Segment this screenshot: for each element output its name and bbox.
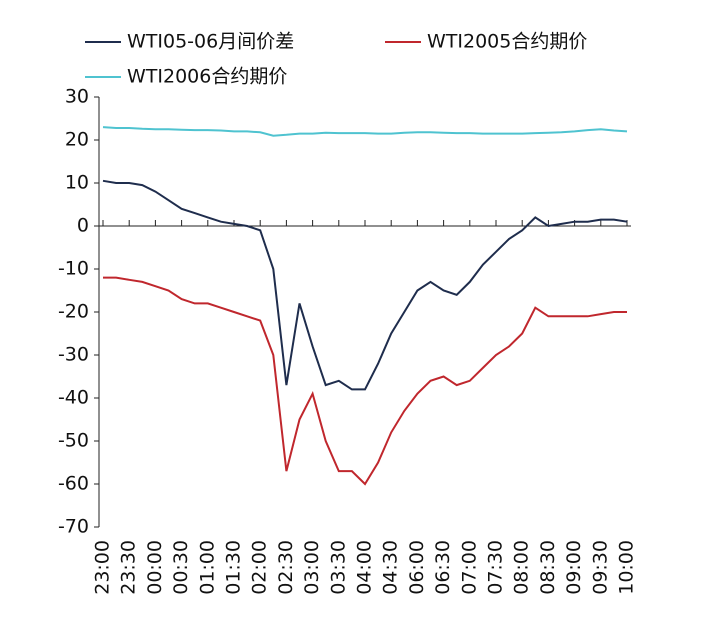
x-tick-label: 23:30: [118, 540, 140, 595]
y-tick-label: 10: [65, 172, 89, 194]
x-tick-label: 08:30: [537, 540, 559, 595]
y-tick-label: 0: [77, 215, 89, 237]
y-tick-label: -40: [58, 387, 89, 409]
y-tick-label: -30: [58, 344, 89, 366]
x-tick-label: 01:30: [223, 540, 245, 595]
series-line: [102, 179, 628, 391]
x-tick-label: 00:00: [144, 540, 166, 595]
x-tick-label: 06:00: [406, 540, 428, 595]
x-tick-label: 09:30: [589, 540, 611, 595]
x-tick-label: 01:00: [196, 540, 218, 595]
x-tick-label: 02:30: [275, 540, 297, 595]
y-tick-label: -70: [58, 516, 89, 538]
x-tick-label: 03:30: [327, 540, 349, 595]
legend-label: WTI2006合约期价: [127, 66, 287, 88]
x-tick-label: 09:00: [563, 540, 585, 595]
y-tick-label: -50: [58, 430, 89, 452]
y-tick-label: -10: [58, 258, 89, 280]
x-tick-label: 23:00: [92, 540, 114, 595]
series-line: [103, 276, 627, 486]
x-tick-label: 00:30: [170, 540, 192, 595]
x-tick-label: 06:30: [432, 540, 454, 595]
y-tick-label: 30: [65, 86, 89, 108]
y-tick-label: 20: [65, 129, 89, 151]
legend-label: WTI2005合约期价: [427, 31, 587, 53]
x-tick-label: 03:00: [301, 540, 323, 595]
y-tick-label: -20: [58, 301, 89, 323]
legend-label: WTI05-06月间价差: [127, 31, 294, 53]
x-tick-label: 10:00: [616, 540, 638, 595]
x-tick-label: 02:00: [249, 540, 271, 595]
x-tick-label: 04:00: [354, 540, 376, 595]
series-line: [102, 126, 628, 137]
x-tick-label: 07:00: [458, 540, 480, 595]
x-tick-label: 07:30: [485, 540, 507, 595]
x-tick-label: 04:30: [380, 540, 402, 595]
x-tick-label: 08:00: [511, 540, 533, 595]
y-tick-label: -60: [58, 473, 89, 495]
